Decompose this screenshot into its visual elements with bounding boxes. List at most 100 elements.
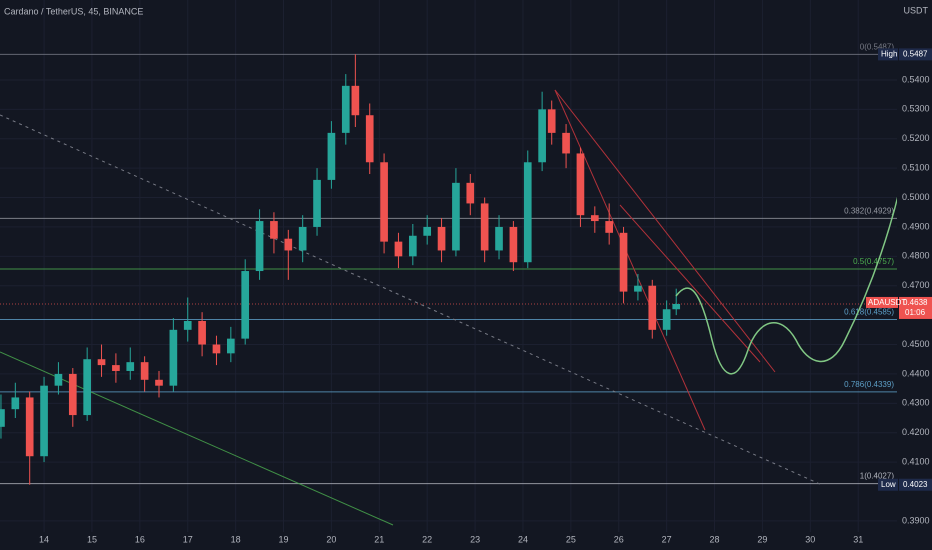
x-tick-label: 22	[422, 534, 432, 544]
candle-body	[25, 397, 34, 457]
y-tick-label: 0.4900	[902, 221, 930, 231]
x-tick-label: 24	[518, 534, 528, 544]
fib-label: 0.618(0.4585)	[844, 308, 894, 317]
price-label: 0.5487	[903, 49, 928, 58]
tag-badge	[878, 478, 898, 491]
candle-body	[547, 109, 556, 133]
candle-body	[183, 321, 192, 330]
y-tick-label: 0.4100	[902, 456, 930, 466]
tag-badge	[866, 296, 898, 308]
candle-body	[452, 182, 460, 251]
x-tick-label: 18	[231, 534, 241, 544]
y-tick-label: 0.5100	[902, 163, 930, 173]
x-tick-label: 16	[135, 534, 145, 544]
y-tick-label: 0.5300	[902, 104, 930, 114]
drawings	[0, 89, 823, 526]
price-label: 0.4638	[903, 298, 928, 307]
candle-body	[212, 344, 221, 354]
x-tick-label: 29	[757, 534, 767, 544]
candle-body	[341, 85, 350, 133]
x-tick-label: 19	[279, 534, 289, 544]
y-tick-label: 0.5200	[902, 133, 930, 143]
candle-body	[97, 359, 106, 366]
price-badge	[899, 296, 932, 319]
candle-body	[523, 162, 532, 263]
x-tick-label: 21	[374, 534, 384, 544]
candle-body	[351, 85, 360, 116]
y-tick-label: 0.4500	[902, 339, 930, 349]
candle-body	[83, 359, 91, 416]
candle-body	[313, 179, 321, 227]
trend-line-red	[554, 89, 706, 431]
candle-body	[298, 226, 307, 251]
y-tick-label: 0.4200	[902, 427, 930, 437]
y-tick-label: 0.4700	[902, 280, 930, 290]
candle-body	[662, 309, 671, 330]
x-tick-label: 14	[39, 534, 49, 544]
x-tick-label: 25	[566, 534, 576, 544]
tag-label: High	[881, 49, 897, 58]
candle-body	[54, 373, 63, 386]
price-badge	[899, 48, 932, 61]
candle-body	[672, 303, 681, 310]
candle-body	[284, 238, 293, 251]
projection-curve	[675, 187, 901, 375]
grid	[0, 0, 897, 532]
x-tick-label: 15	[87, 534, 97, 544]
candle-body	[495, 226, 503, 251]
candle-body	[270, 221, 278, 239]
fib-levels: 0(0.5487) 0.382(0.4929) 0.5(0.4757) 0.618(0…	[0, 42, 897, 485]
y-tick-label: 0.3900	[902, 515, 930, 525]
candle-body	[437, 226, 446, 251]
fib-label: 0.786(0.4339)	[844, 380, 894, 389]
price-axis	[897, 0, 932, 550]
fib-label: 1(0.4027)	[860, 472, 895, 481]
x-tick-label: 26	[614, 534, 624, 544]
tag-label: ADAUSDT	[868, 298, 906, 307]
y-tick-label: 0.4300	[902, 398, 930, 408]
candle-body	[198, 321, 206, 345]
candle-body	[227, 338, 235, 354]
candle-body	[605, 221, 614, 233]
candle-body	[634, 285, 642, 292]
candle-body	[466, 182, 475, 204]
candle-body	[126, 362, 135, 371]
fib-label: 0.382(0.4929)	[844, 207, 894, 216]
candle-body	[648, 285, 657, 330]
x-tick-label: 27	[662, 534, 672, 544]
fib-label: 0.5(0.4757)	[853, 257, 894, 266]
candle-body	[423, 226, 432, 236]
fib-label: 0(0.5487)	[860, 42, 895, 51]
candle-body	[155, 379, 163, 386]
x-tick-label: 17	[183, 534, 193, 544]
candle-body	[68, 373, 77, 416]
candles	[0, 54, 681, 485]
tag-label: Low	[881, 480, 896, 489]
candle-body	[509, 226, 518, 263]
x-tick-label: 31	[853, 534, 863, 544]
candle-body	[0, 409, 5, 427]
price-badge	[899, 478, 932, 491]
candle-body	[619, 232, 628, 292]
x-tick-label: 20	[326, 534, 336, 544]
y-tick-label: 0.4800	[902, 251, 930, 261]
currency-label: USDT	[904, 5, 929, 15]
candle-body	[169, 329, 178, 386]
candle-body	[380, 162, 388, 242]
trend-line-red	[619, 204, 761, 363]
chart-title: Cardano / TetherUS, 45, BINANCE	[4, 6, 143, 16]
candle-body	[140, 362, 149, 380]
axes: 0.5400 0.5300 0.5200 0.5100 0.5000 0.4900 0.48…	[39, 48, 932, 544]
candle-body	[562, 132, 570, 154]
y-tick-label: 0.5400	[902, 74, 930, 84]
trend-line-red	[554, 89, 776, 373]
tag-badge	[878, 48, 898, 61]
candle-body	[480, 203, 489, 251]
candle-body	[538, 109, 546, 163]
candle-body	[590, 215, 599, 222]
y-tick-label: 0.5000	[902, 192, 930, 202]
candle-body	[241, 271, 250, 339]
price-label: 0.4023	[903, 480, 928, 489]
